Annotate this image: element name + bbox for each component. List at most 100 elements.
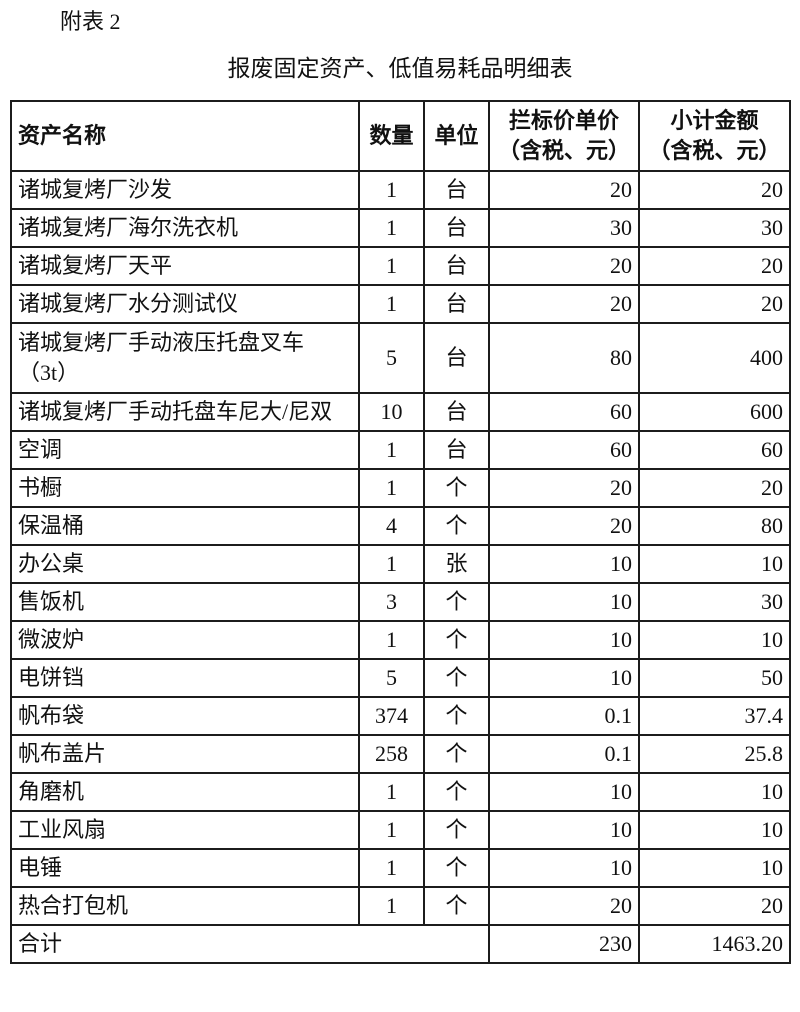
asset-name-cell: 办公桌 (10, 544, 360, 584)
unit-cell: 个 (423, 696, 490, 736)
unit-cell: 个 (423, 886, 490, 926)
subtotal-cell: 600 (638, 392, 791, 432)
subtotal-cell: 10 (638, 810, 791, 850)
unit-cell: 张 (423, 544, 490, 584)
quantity-cell: 1 (358, 430, 425, 470)
unit-cell: 台 (423, 170, 490, 210)
subtotal-cell: 10 (638, 772, 791, 812)
subtotal-cell: 20 (638, 284, 791, 324)
table-row: 热合打包机 1 个 20 20 (10, 886, 791, 926)
unit-price-cell: 10 (488, 810, 640, 850)
unit-price-cell: 30 (488, 208, 640, 248)
quantity-cell: 10 (358, 392, 425, 432)
unit-price-cell: 0.1 (488, 734, 640, 774)
unit-cell: 个 (423, 658, 490, 698)
unit-price-cell: 20 (488, 506, 640, 546)
table-row: 诸城复烤厂天平 1 台 20 20 (10, 246, 791, 286)
unit-cell: 个 (423, 468, 490, 508)
subtotal-cell: 50 (638, 658, 791, 698)
quantity-cell: 1 (358, 170, 425, 210)
table-row: 空调 1 台 60 60 (10, 430, 791, 470)
unit-cell: 台 (423, 246, 490, 286)
quantity-cell: 5 (358, 322, 425, 394)
table-row: 微波炉 1 个 10 10 (10, 620, 791, 660)
asset-name-cell: 诸城复烤厂天平 (10, 246, 360, 286)
quantity-cell: 374 (358, 696, 425, 736)
asset-name-cell: 保温桶 (10, 506, 360, 546)
table-row: 帆布袋 374 个 0.1 37.4 (10, 696, 791, 736)
unit-price-cell: 20 (488, 886, 640, 926)
quantity-cell: 1 (358, 284, 425, 324)
table-row: 角磨机 1 个 10 10 (10, 772, 791, 812)
col-header-asset-name: 资产名称 (10, 100, 360, 172)
unit-price-cell: 0.1 (488, 696, 640, 736)
asset-name-cell: 诸城复烤厂手动液压托盘叉车 （3t） (10, 322, 360, 394)
asset-name-cell: 热合打包机 (10, 886, 360, 926)
quantity-cell: 258 (358, 734, 425, 774)
subtotal-cell: 30 (638, 582, 791, 622)
asset-name-cell: 电饼铛 (10, 658, 360, 698)
unit-cell: 台 (423, 208, 490, 248)
asset-table: 资产名称 数量 单位 拦标价单价 （含税、元） 小计金额 （含税、元） 诸城复烤… (10, 100, 791, 964)
unit-cell: 台 (423, 430, 490, 470)
subtotal-cell: 80 (638, 506, 791, 546)
asset-name-cell: 诸城复烤厂沙发 (10, 170, 360, 210)
asset-name-cell: 帆布袋 (10, 696, 360, 736)
total-subtotal: 1463.20 (638, 924, 791, 964)
quantity-cell: 4 (358, 506, 425, 546)
quantity-cell: 1 (358, 208, 425, 248)
table-annotation: 附表 2 (60, 9, 121, 34)
quantity-cell: 1 (358, 772, 425, 812)
subtotal-cell: 10 (638, 544, 791, 584)
header-row: 资产名称 数量 单位 拦标价单价 （含税、元） 小计金额 （含税、元） (10, 100, 791, 172)
unit-price-cell: 60 (488, 392, 640, 432)
unit-cell: 个 (423, 734, 490, 774)
table-row: 诸城复烤厂手动托盘车尼大/尼双 10 台 60 600 (10, 392, 791, 432)
unit-price-cell: 10 (488, 658, 640, 698)
table-row: 诸城复烤厂沙发 1 台 20 20 (10, 170, 791, 210)
asset-name-cell: 微波炉 (10, 620, 360, 660)
total-label: 合计 (10, 924, 490, 964)
table-row: 保温桶 4 个 20 80 (10, 506, 791, 546)
table-footer: 合计 230 1463.20 (10, 924, 791, 964)
unit-cell: 个 (423, 582, 490, 622)
asset-name-cell: 角磨机 (10, 772, 360, 812)
quantity-cell: 1 (358, 810, 425, 850)
table-row: 帆布盖片 258 个 0.1 25.8 (10, 734, 791, 774)
quantity-cell: 1 (358, 620, 425, 660)
total-unit-price: 230 (488, 924, 640, 964)
unit-price-cell: 60 (488, 430, 640, 470)
quantity-cell: 5 (358, 658, 425, 698)
table-row: 办公桌 1 张 10 10 (10, 544, 791, 584)
subtotal-cell: 20 (638, 170, 791, 210)
unit-price-cell: 10 (488, 848, 640, 888)
quantity-cell: 1 (358, 468, 425, 508)
subtotal-cell: 25.8 (638, 734, 791, 774)
unit-cell: 台 (423, 322, 490, 394)
table-row: 工业风扇 1 个 10 10 (10, 810, 791, 850)
document-title: 报废固定资产、低值易耗品明细表 (227, 56, 573, 81)
subtotal-cell: 20 (638, 468, 791, 508)
unit-cell: 台 (423, 284, 490, 324)
table-row: 电饼铛 5 个 10 50 (10, 658, 791, 698)
asset-name-cell: 电锤 (10, 848, 360, 888)
subtotal-cell: 20 (638, 886, 791, 926)
subtotal-cell: 30 (638, 208, 791, 248)
table-row: 诸城复烤厂手动液压托盘叉车 （3t） 5 台 80 400 (10, 322, 791, 394)
asset-name-cell: 工业风扇 (10, 810, 360, 850)
quantity-cell: 1 (358, 544, 425, 584)
unit-price-cell: 20 (488, 284, 640, 324)
unit-price-cell: 10 (488, 772, 640, 812)
quantity-cell: 3 (358, 582, 425, 622)
unit-cell: 个 (423, 620, 490, 660)
asset-name-cell: 帆布盖片 (10, 734, 360, 774)
col-header-subtotal: 小计金额 （含税、元） (638, 100, 791, 172)
unit-price-cell: 10 (488, 620, 640, 660)
col-header-unit: 单位 (423, 100, 490, 172)
col-header-unit-price: 拦标价单价 （含税、元） (488, 100, 640, 172)
subtotal-cell: 400 (638, 322, 791, 394)
subtotal-cell: 60 (638, 430, 791, 470)
table-header: 资产名称 数量 单位 拦标价单价 （含税、元） 小计金额 （含税、元） (10, 100, 791, 172)
unit-price-cell: 20 (488, 468, 640, 508)
